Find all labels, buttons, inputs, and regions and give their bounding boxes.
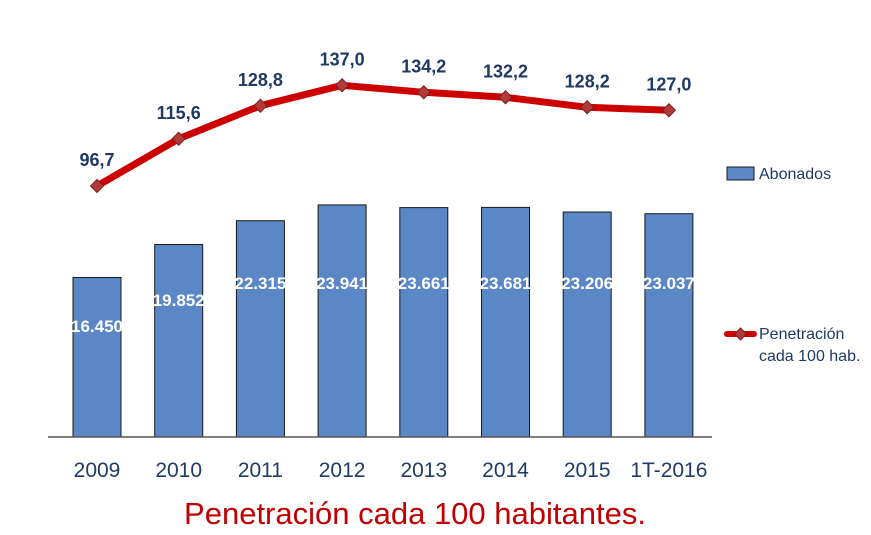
bar-2015 [562,211,612,438]
legend-swatch-abonados [726,166,755,181]
penetration-marker [661,103,677,118]
penetration-value-label: 127,0 [646,74,691,94]
legend-label-abonados: Abonados [759,166,831,183]
bar-value-label: 23.681 [480,274,532,293]
bar-2009 [72,277,122,438]
x-tick-label: 2012 [319,459,366,482]
bar-value-label: 19.852 [153,291,205,310]
bar-value-label: 23.206 [561,274,613,293]
bar-value-label: 22.315 [234,274,286,293]
bar-value-label: 23.037 [643,274,695,293]
chart-caption: Penetración cada 100 habitantes. [184,496,646,531]
penetration-line [93,81,673,190]
bar-value-label: 16.450 [71,317,123,336]
x-tick-label: 2009 [74,459,121,482]
legend-swatch-penetration-marker [733,327,748,341]
bar-2011 [235,220,285,438]
penetration-marker [334,78,350,93]
penetration-value-label: 128,2 [565,71,610,91]
x-tick-label: 2013 [400,459,447,482]
bar-2013 [399,207,449,438]
penetration-marker [579,100,595,115]
bar-2010 [154,244,204,438]
x-tick-label: 2014 [482,459,529,482]
x-tick-label: 2010 [155,459,202,482]
bar-value-label: 23.941 [316,274,368,293]
penetration-marker [89,178,105,194]
legend-label-penetration-2: cada 100 hab. [759,348,860,365]
x-tick-label: 1T-2016 [630,459,707,482]
penetration-marker [498,90,513,105]
penetration-marker [416,85,432,100]
bar-value-label: 23.661 [398,274,450,293]
legend-label-penetration-1: Penetración [759,326,844,343]
penetration-value-label: 128,8 [238,70,283,90]
penetration-value-label: 137,0 [320,49,365,69]
penetration-value-label: 132,2 [483,61,528,81]
bar-2014 [481,206,530,438]
bar-1T-2016 [644,213,694,438]
penetration-marker [253,98,268,113]
bar-2012 [317,204,367,438]
penetration-value-label: 134,2 [401,56,446,76]
x-tick-label: 2011 [238,459,283,482]
penetration-marker [171,131,186,146]
penetration-value-label: 96,7 [79,150,114,170]
x-tick-label: 2015 [564,459,611,482]
penetration-value-label: 115,6 [157,103,201,123]
